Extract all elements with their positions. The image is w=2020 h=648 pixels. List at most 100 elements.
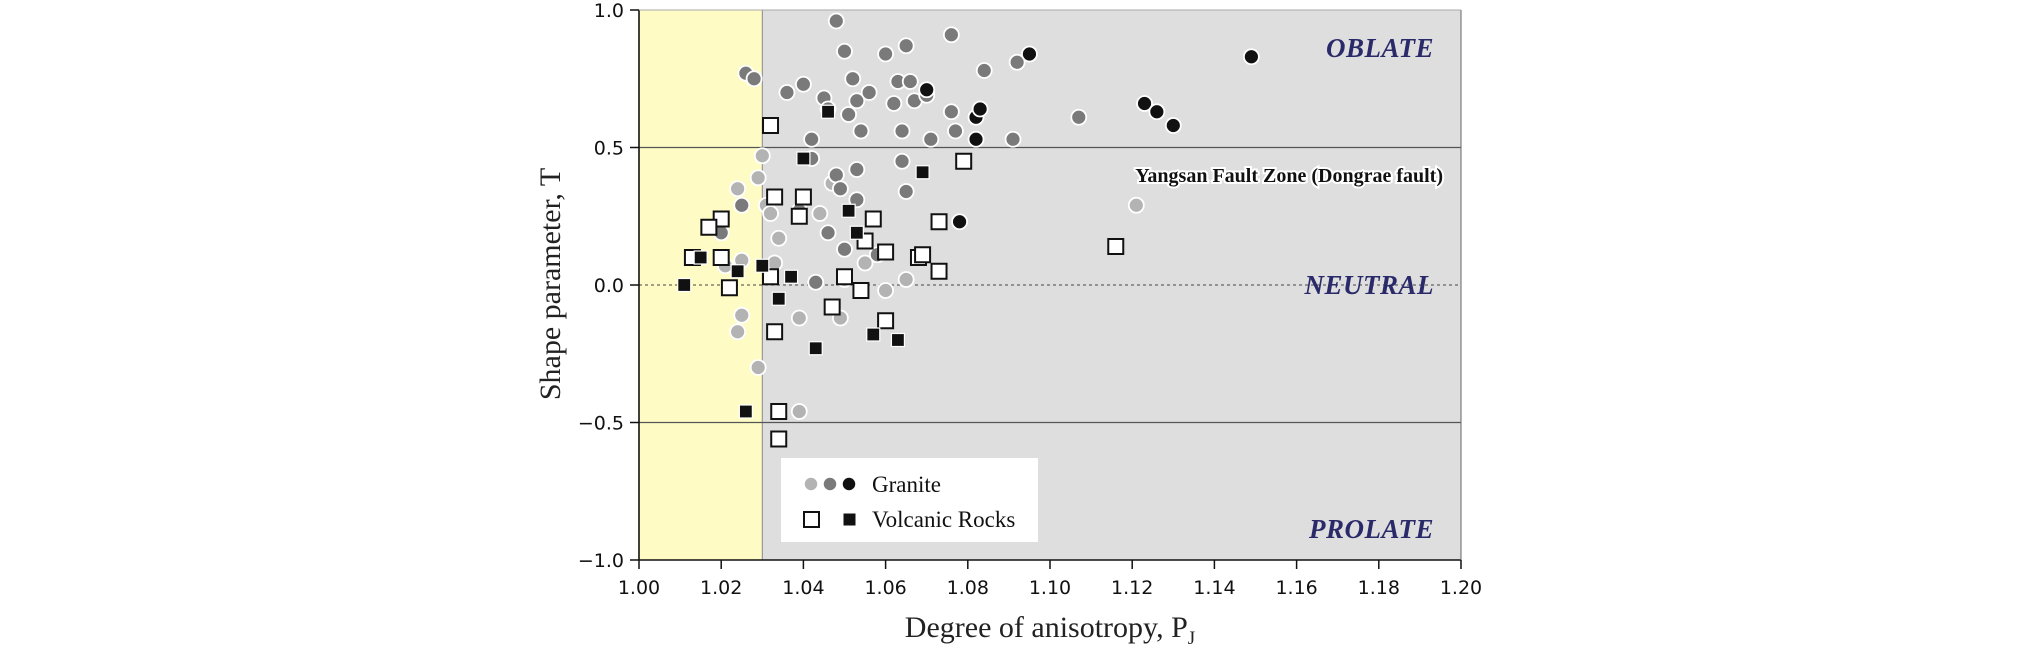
x-tick-label: 1.12 (1111, 577, 1153, 599)
region-label-neutral: NEUTRAL (1303, 270, 1434, 300)
volcanic-point-open (720, 279, 738, 297)
volcanic-point-filled (755, 258, 770, 273)
x-tick-label: 1.18 (1358, 577, 1400, 599)
granite-point (848, 191, 866, 209)
granite-point (885, 95, 903, 112)
granite-point (819, 224, 837, 242)
granite-point (877, 45, 894, 63)
granite-point (1008, 53, 1026, 71)
granite-point (729, 180, 747, 198)
granite-point (836, 240, 853, 258)
granite-point (844, 70, 862, 88)
volcanic-point-open (794, 188, 812, 206)
volcanic-point-filled (693, 250, 708, 265)
granite-point (901, 73, 919, 90)
volcanic-point-open (766, 323, 784, 341)
volcanic-point-open (914, 246, 932, 264)
granite-point (831, 180, 849, 198)
volcanic-point-filled (771, 291, 786, 306)
granite-point (790, 403, 808, 420)
legend-box (781, 458, 1038, 542)
volcanic-point-filled (783, 269, 799, 284)
granite-point (753, 147, 771, 165)
volcanic-point-filled (866, 327, 881, 342)
granite-point (893, 122, 911, 140)
granite-point (951, 213, 968, 231)
fault-zone-annotation: Yangsan Fault Zone (Dongrae fault) (1135, 165, 1443, 187)
volcanic-point-filled (730, 264, 745, 279)
granite-point (975, 62, 993, 79)
volcanic-point-open (836, 268, 853, 286)
x-tick-label: 1.14 (1193, 577, 1235, 599)
volcanic-point-filled (841, 203, 856, 218)
y-tick-label: −0.5 (578, 413, 624, 435)
granite-point (1127, 196, 1145, 214)
volcanic-point-open (864, 210, 882, 228)
x-axis-title-subscript: J (1188, 628, 1195, 648)
granite-point (795, 75, 812, 93)
granite-point (1136, 95, 1153, 112)
volcanic-point-filled (890, 332, 906, 348)
granite-point (1148, 103, 1166, 121)
x-axis-title-main: Degree of anisotropy, P (905, 611, 1188, 644)
y-tick-label: 1.0 (594, 0, 624, 22)
data-points (677, 12, 1260, 448)
granite-point (827, 166, 845, 184)
granite-point (1242, 48, 1260, 66)
granite-point (770, 229, 788, 247)
volcanic-point-open (770, 403, 788, 420)
granite-point (918, 81, 936, 99)
x-tick-label: 1.06 (864, 577, 906, 599)
granite-point (947, 122, 964, 140)
granite-point (790, 309, 808, 327)
granite-point (897, 37, 915, 55)
y-tick-label: 0.5 (594, 138, 624, 160)
granite-point (811, 205, 829, 222)
granite-point (897, 271, 915, 288)
granite-point (942, 26, 960, 44)
granite-point (971, 100, 989, 118)
granite-point (803, 130, 821, 148)
volcanic-point-filled (915, 165, 930, 180)
granite-point (860, 84, 878, 101)
granite-point (729, 323, 747, 341)
granite-point (877, 282, 894, 299)
x-tick-label: 1.04 (782, 577, 824, 599)
volcanic-point-open (823, 298, 841, 316)
volcanic-point-open (700, 218, 718, 236)
legend-label-volcanic: Volcanic Rocks (872, 507, 1015, 532)
granite-point (827, 12, 845, 30)
granite-point (967, 130, 985, 148)
volcanic-point-filled (849, 225, 864, 240)
legend-marker-circle-medium (822, 476, 838, 492)
volcanic-point-filled (820, 104, 836, 119)
volcanic-point-filled (808, 341, 823, 356)
granite-point (852, 122, 870, 140)
volcanic-point-open (766, 188, 784, 206)
legend-marker-circle-dark (841, 476, 857, 492)
y-tick-label: 0.0 (594, 275, 624, 297)
volcanic-point-open (762, 268, 780, 286)
legend-marker-square-filled (842, 512, 857, 527)
volcanic-point-open (877, 243, 895, 261)
volcanic-point-open (1107, 238, 1125, 255)
granite-point (893, 152, 911, 170)
volcanic-point-open (852, 282, 870, 299)
volcanic-point-open (790, 207, 808, 225)
y-axis-title: Shape parameter, T (534, 168, 567, 400)
granite-point (1004, 130, 1022, 148)
granite-point (749, 359, 767, 376)
volcanic-point-open (930, 262, 948, 280)
x-axis-title: Degree of anisotropy, PJ (905, 611, 1195, 648)
volcanic-point-open (712, 249, 730, 266)
granite-point (848, 92, 866, 110)
granite-point (733, 306, 751, 324)
volcanic-point-open (955, 152, 973, 170)
x-tick-label: 1.20 (1440, 577, 1482, 599)
x-tick-label: 1.08 (947, 577, 989, 599)
granite-point (749, 169, 767, 187)
granite-point (1164, 117, 1182, 134)
x-tick-label: 1.00 (618, 577, 660, 599)
reference-lines (639, 146, 1461, 424)
